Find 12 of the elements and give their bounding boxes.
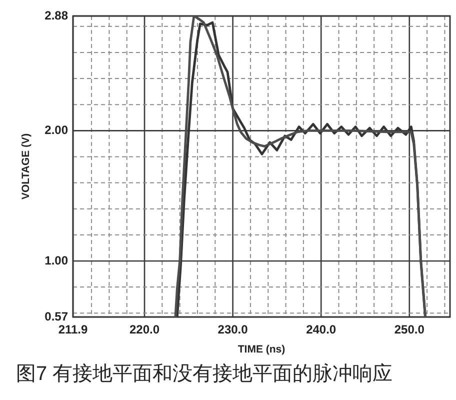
y-tick-label: 2.00: [44, 122, 68, 137]
y-axis-title: VOLTAGE (V): [20, 133, 32, 200]
y-tick-label: 0.57: [44, 309, 68, 324]
x-tick-label: 230.0: [218, 322, 248, 337]
y-tick-label: 2.88: [44, 8, 68, 22]
x-axis-title: TIME (ns): [238, 344, 286, 356]
y-tick-label: 1.00: [44, 253, 68, 268]
x-tick-label: 220.0: [130, 322, 160, 337]
x-tick-label: 211.9: [58, 322, 88, 337]
x-tick-label: 250.0: [394, 322, 425, 337]
x-tick-label: 240.0: [306, 322, 336, 337]
caption: 图7 有接地平面和没有接地平面的脉冲响应: [16, 362, 393, 387]
